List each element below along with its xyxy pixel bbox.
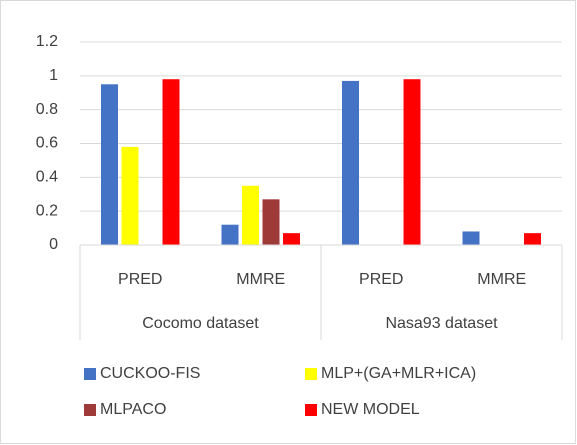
y-tick-label: 0.4 [36,169,58,186]
legend-label: MLPACO [100,401,166,418]
legend-swatch [305,368,317,380]
group-label: Cocomo dataset [142,315,259,332]
bar [524,233,541,245]
legend-swatch [84,368,96,380]
bar [221,224,239,245]
bar [462,231,480,245]
y-tick-label: 1 [49,67,58,84]
x-tick-label: PRED [118,271,162,288]
bar [162,79,180,245]
y-tick-label: 0.2 [36,202,58,219]
bar [342,80,359,246]
legend-swatch [84,404,96,416]
x-tick-label: PRED [359,271,403,288]
y-tick-label: 0 [49,236,58,253]
bar [242,185,259,245]
y-tick-label: 1.2 [36,33,58,50]
legend-label: NEW MODEL [321,401,420,418]
legend-label: CUCKOO-FIS [100,365,200,382]
x-tick-label: MMRE [477,271,526,288]
bar [283,233,300,245]
bar [403,79,421,245]
bar [121,146,139,245]
legend-swatch [305,404,317,416]
bar [101,84,118,246]
group-label: Nasa93 dataset [385,315,498,332]
x-tick-label: MMRE [236,271,285,288]
y-tick-label: 0.8 [36,101,58,118]
bar [262,199,280,245]
y-tick-label: 0.6 [36,135,58,152]
legend-label: MLP+(GA+MLR+ICA) [321,365,476,382]
